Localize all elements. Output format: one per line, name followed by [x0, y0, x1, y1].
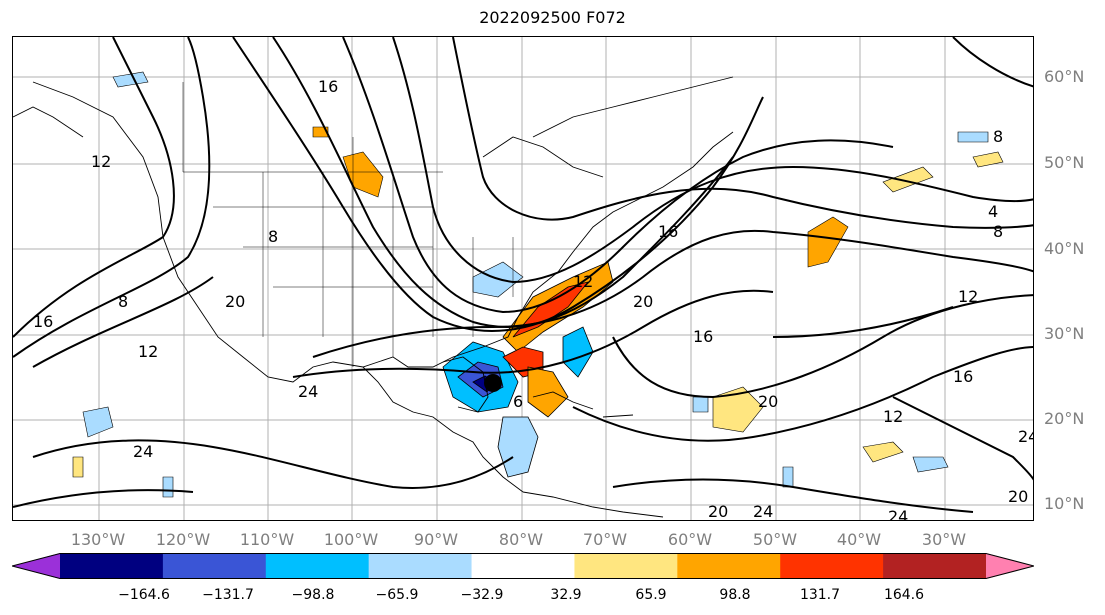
- contour-label: 20: [708, 502, 728, 521]
- colorbar-extend-max: [986, 553, 1034, 579]
- lon-label-50w: 50°W: [752, 530, 798, 549]
- colorbar-tick: 32.9: [550, 587, 582, 603]
- contour-label: 16: [658, 222, 678, 241]
- contour-label: 16: [693, 327, 713, 346]
- colorbar-tick: 98.8: [719, 587, 751, 603]
- lon-label-80w: 80°W: [498, 530, 544, 549]
- contour-label: 16: [318, 77, 338, 96]
- lon-label-60w: 60°W: [667, 530, 713, 549]
- map-panel: 16 12 8 20 16 12 8 24 20 16 12 8 4 12 16…: [12, 36, 1034, 521]
- colorbar-segments: [12, 553, 1034, 579]
- contour-label: 16: [953, 367, 973, 386]
- contour-label: 8: [268, 227, 278, 246]
- colorbar-tick: −32.9: [460, 587, 504, 603]
- lon-label-40w: 40°W: [836, 530, 882, 549]
- lon-label-90w: 90°W: [413, 530, 459, 549]
- storm-center-marker: [484, 374, 502, 392]
- contour-label: 20: [758, 392, 778, 411]
- lat-label-50n: 50°N: [1044, 153, 1085, 172]
- contour-label: 24: [753, 502, 773, 521]
- contour-label: 20: [1008, 487, 1028, 506]
- lat-label-30n: 30°N: [1044, 324, 1085, 343]
- contour-label: 12: [573, 272, 593, 291]
- contour-label: 8: [993, 127, 1003, 146]
- map-canvas: 16 12 8 20 16 12 8 24 20 16 12 8 4 12 16…: [13, 37, 1034, 521]
- lon-label-130w: 130°W: [70, 530, 126, 549]
- colorbar-segment: [883, 553, 987, 579]
- colorbar-tick: 164.6: [883, 587, 925, 603]
- map-title: 2022092500 F072: [479, 8, 626, 27]
- lon-label-120w: 120°W: [155, 530, 211, 549]
- contour-label: 12: [91, 152, 111, 171]
- contour-label: 24: [298, 382, 318, 401]
- lat-label-20n: 20°N: [1044, 409, 1085, 428]
- colorbar-tick: −131.7: [202, 587, 254, 603]
- contour-label: 12: [883, 407, 903, 426]
- lat-label-60n: 60°N: [1044, 67, 1085, 86]
- state-borders: [182, 82, 514, 367]
- colorbar-outline: [12, 553, 1034, 579]
- lon-label-70w: 70°W: [582, 530, 628, 549]
- contour-label: 24: [1018, 427, 1034, 446]
- colorbar-extend-min: [12, 553, 60, 579]
- contour-label-group: 16 12 8 20 16 12 8 24 20 16 12 8 4 12 16…: [33, 77, 1034, 521]
- colorbar-segment: [368, 553, 473, 579]
- contour-label: 8: [993, 222, 1003, 241]
- contour-label: 4: [988, 202, 998, 221]
- lon-label-100w: 100°W: [323, 530, 379, 549]
- colorbar-segment: [677, 553, 781, 579]
- colorbar-segment: [60, 553, 164, 579]
- lon-label-110w: 110°W: [239, 530, 295, 549]
- storm-anomaly: [442, 261, 614, 478]
- contour-label: 12: [138, 342, 158, 361]
- colorbar-tick: −98.8: [291, 587, 335, 603]
- colorbar: [12, 553, 1034, 579]
- contours: [13, 37, 1033, 513]
- colorbar-segment: [780, 553, 884, 579]
- contour-label: 16: [33, 312, 53, 331]
- colorbar-segment: [265, 553, 370, 579]
- colorbar-tick: 131.7: [799, 587, 841, 603]
- lon-label-30w: 30°W: [921, 530, 967, 549]
- colorbar-tick: −65.9: [375, 587, 419, 603]
- lat-label-40n: 40°N: [1044, 239, 1085, 258]
- coastlines: [13, 76, 734, 518]
- contour-label: 20: [225, 292, 245, 311]
- colorbar-segment: [162, 553, 267, 579]
- contour-label: 20: [633, 292, 653, 311]
- colorbar-tick: −164.6: [118, 587, 170, 603]
- shaded-anomalies: [72, 71, 1004, 498]
- colorbar-segment: [574, 553, 678, 579]
- colorbar-tick: 65.9: [635, 587, 667, 603]
- contour-label: 6: [513, 392, 523, 411]
- contour-label: 12: [958, 287, 978, 306]
- contour-label: 24: [133, 442, 153, 461]
- contour-label: 8: [118, 292, 128, 311]
- colorbar-segment: [471, 553, 575, 579]
- lat-label-10n: 10°N: [1044, 494, 1085, 513]
- contour-label: 24: [888, 507, 908, 521]
